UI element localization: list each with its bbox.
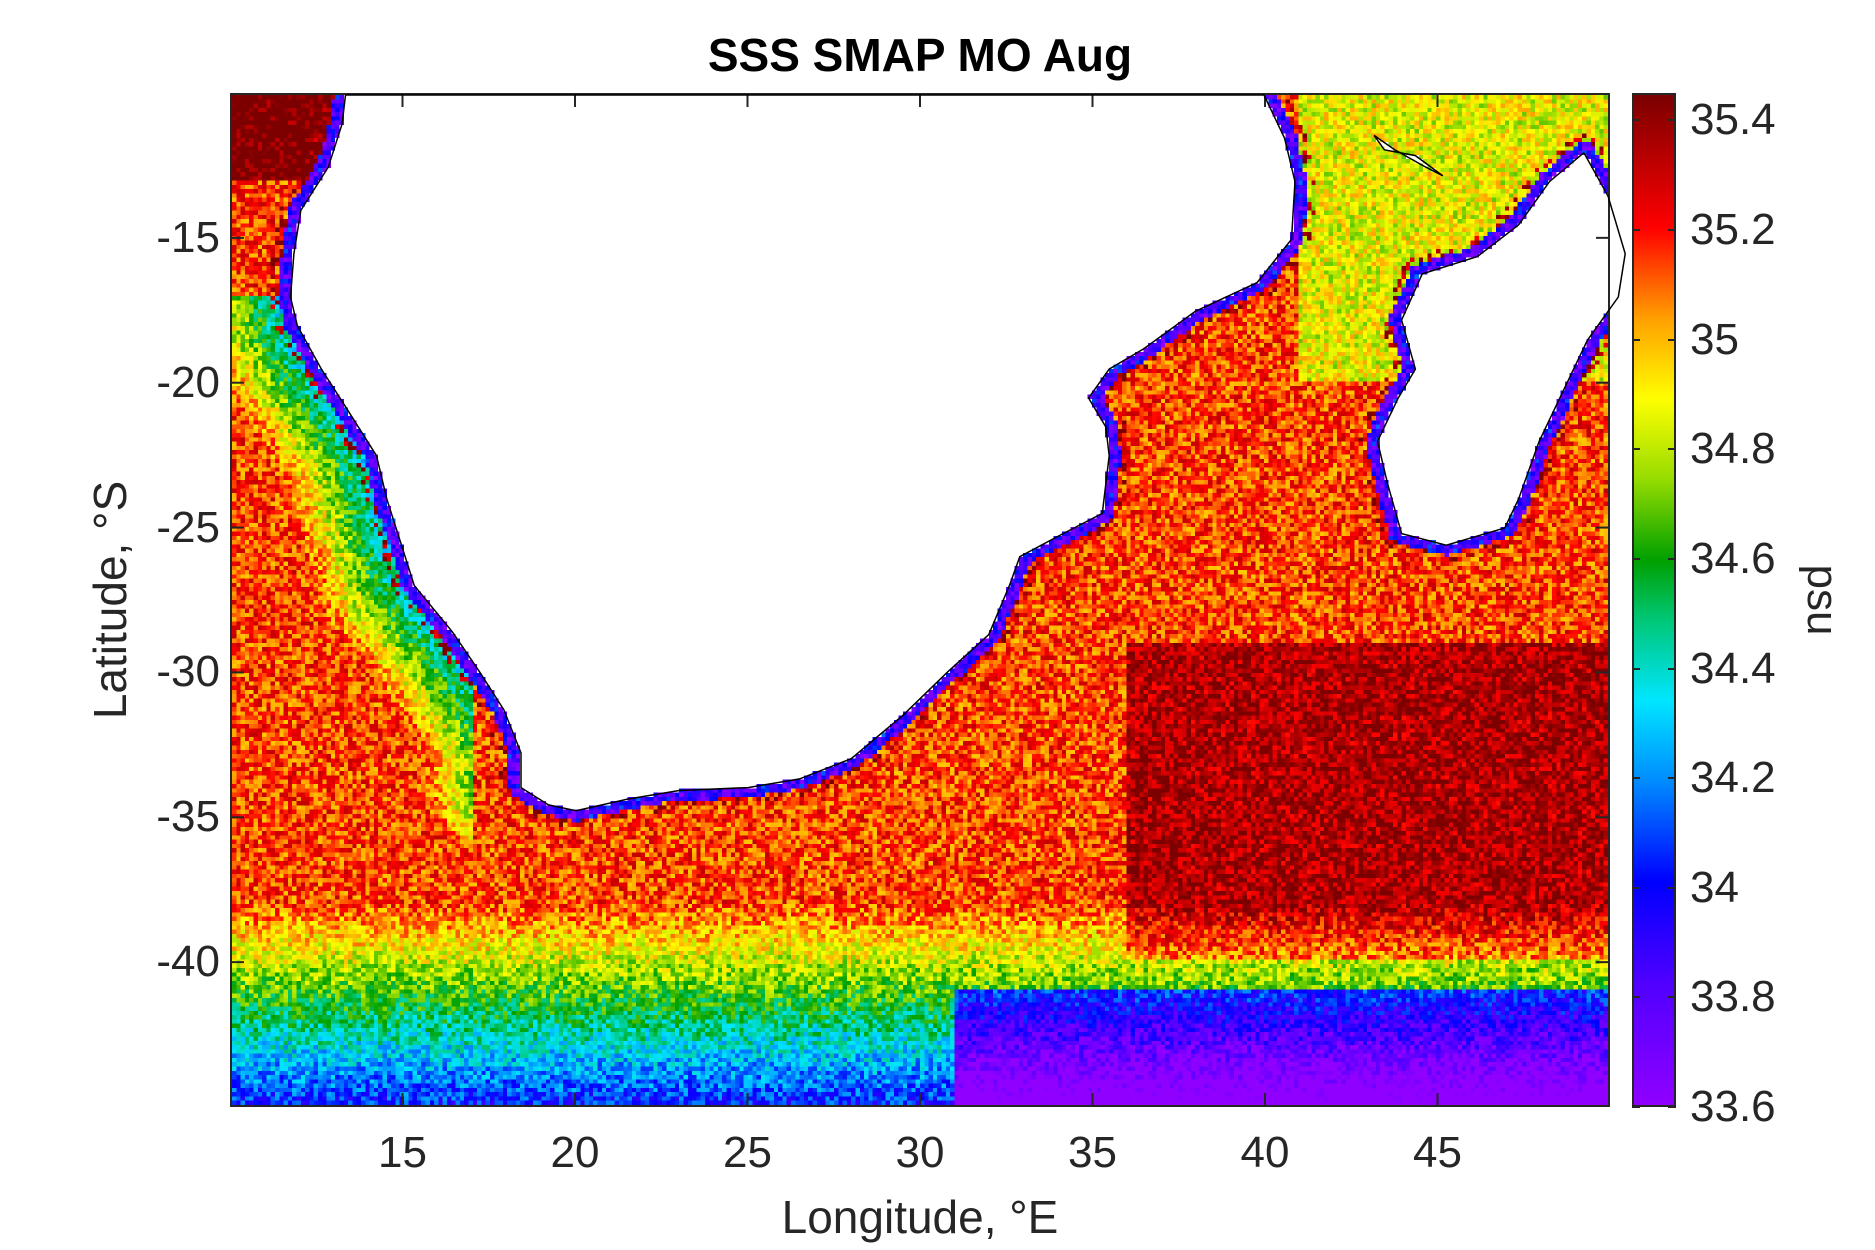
map-overlay <box>232 94 1626 1105</box>
colorbar-tick-label: 33.8 <box>1690 972 1776 1022</box>
x-tick-label: 40 <box>1240 1128 1290 1177</box>
x-tick-label: 45 <box>1413 1128 1462 1177</box>
x-tick-label: 30 <box>895 1128 945 1177</box>
map-plot-area <box>230 93 1626 1107</box>
colorbar-label: psu <box>1798 564 1847 636</box>
x-axis-label: Longitude, °E <box>781 1191 1059 1243</box>
colorbar-tick-label: 34.6 <box>1690 533 1776 583</box>
colorbar-tick-label: 34.8 <box>1690 424 1776 474</box>
colorbar-tick-label: 34.4 <box>1690 643 1776 693</box>
y-tick-label: -35 <box>156 792 220 842</box>
y-tick-label: -25 <box>156 502 220 552</box>
comoros-coastline <box>1373 134 1444 177</box>
y-tick-label: -20 <box>156 357 220 407</box>
africa-coastline <box>289 94 1296 812</box>
colorbar-tick-label: 35.2 <box>1690 205 1776 255</box>
madagascar-coastline <box>1376 152 1626 546</box>
y-tick-label: -30 <box>156 647 220 697</box>
x-tick-label: 15 <box>378 1128 427 1177</box>
colorbar-gradient <box>1634 95 1674 1105</box>
y-tick-label: -15 <box>156 212 220 262</box>
colorbar <box>1632 93 1676 1107</box>
colorbar-tick-label: 33.6 <box>1690 1082 1776 1131</box>
map-title: SSS SMAP MO Aug <box>707 29 1133 81</box>
x-tick-label: 35 <box>1068 1128 1117 1177</box>
salinity-heatmap <box>232 95 1608 1105</box>
colorbar-tick-label: 35 <box>1690 314 1739 364</box>
y-tick-label: -40 <box>156 937 220 987</box>
x-tick-label: 25 <box>723 1128 772 1177</box>
colorbar-tick-label: 34.2 <box>1690 753 1776 803</box>
x-tick-label: 20 <box>550 1128 600 1177</box>
colorbar-tick-label: 34 <box>1690 862 1739 912</box>
colorbar-tick-label: 35.4 <box>1690 95 1776 145</box>
